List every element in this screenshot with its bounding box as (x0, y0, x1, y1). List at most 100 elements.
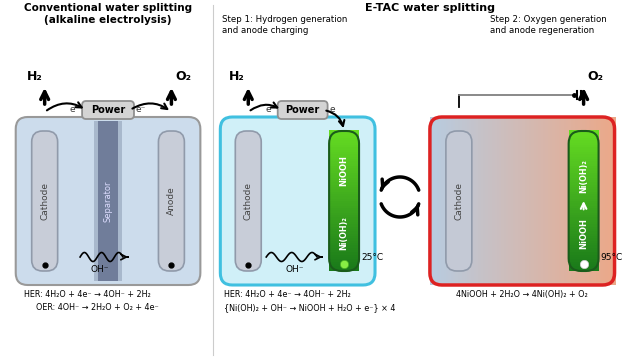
Bar (329, 163, 359, 166)
Bar (575, 117, 579, 285)
Bar (568, 188, 598, 192)
Text: e⁻: e⁻ (70, 104, 80, 113)
Bar (557, 117, 560, 285)
Bar (605, 117, 609, 285)
Bar (329, 130, 359, 133)
Bar (497, 117, 500, 285)
FancyBboxPatch shape (446, 131, 472, 271)
Bar (451, 117, 454, 285)
Bar (329, 249, 359, 252)
Bar (492, 117, 495, 285)
Bar (490, 117, 493, 285)
Bar (444, 117, 447, 285)
Bar (462, 117, 465, 285)
Bar (329, 191, 359, 194)
Bar (568, 240, 598, 243)
Bar (568, 186, 598, 189)
Bar (568, 249, 598, 252)
Text: e: e (330, 104, 335, 113)
FancyBboxPatch shape (278, 101, 328, 119)
Bar (568, 137, 598, 140)
Bar (329, 214, 359, 217)
Bar (495, 117, 498, 285)
Bar (511, 117, 514, 285)
Bar (568, 184, 598, 187)
Bar (589, 117, 593, 285)
Bar (568, 160, 598, 164)
Bar (329, 205, 359, 208)
Bar (329, 265, 359, 269)
Bar (538, 117, 541, 285)
Text: H₂: H₂ (27, 70, 42, 83)
Bar (568, 163, 598, 166)
Bar (559, 117, 563, 285)
Bar (568, 177, 598, 180)
Bar (329, 254, 359, 257)
Bar (329, 216, 359, 220)
Bar (610, 117, 613, 285)
Bar (455, 117, 459, 285)
Text: HER: 4H₂O + 4e⁻ → 4OH⁻ + 2H₂: HER: 4H₂O + 4e⁻ → 4OH⁻ + 2H₂ (224, 290, 351, 299)
Bar (568, 130, 598, 133)
Bar (568, 149, 598, 152)
Text: 95°C: 95°C (600, 253, 623, 262)
Bar (446, 117, 449, 285)
Bar (561, 117, 564, 285)
Bar (329, 186, 359, 189)
Bar (568, 146, 598, 150)
FancyBboxPatch shape (32, 131, 58, 271)
Text: {Ni(OH)₂ + OH⁻ → NiOOH + H₂O + e⁻} × 4: {Ni(OH)₂ + OH⁻ → NiOOH + H₂O + e⁻} × 4 (224, 303, 396, 312)
Bar (329, 237, 359, 241)
Bar (329, 223, 359, 227)
Bar (329, 137, 359, 140)
Bar (329, 207, 359, 210)
Bar (568, 212, 598, 215)
Bar (582, 117, 586, 285)
Bar (98, 121, 118, 281)
Bar (329, 230, 359, 234)
Bar (568, 200, 598, 203)
Bar (329, 195, 359, 199)
Bar (568, 251, 598, 255)
Bar (568, 226, 598, 229)
Text: Step 2: Oxygen generation
and anode regeneration: Step 2: Oxygen generation and anode rege… (490, 15, 607, 35)
Bar (329, 132, 359, 136)
Bar (329, 179, 359, 182)
Bar (329, 177, 359, 180)
Bar (504, 117, 507, 285)
FancyBboxPatch shape (82, 101, 134, 119)
Bar (568, 172, 598, 175)
Bar (568, 132, 598, 136)
Bar (329, 160, 359, 164)
Bar (568, 156, 598, 159)
Bar (329, 221, 359, 224)
Bar (568, 261, 598, 264)
Bar (329, 247, 359, 250)
Text: Step 1: Hydrogen generation
and anode charging: Step 1: Hydrogen generation and anode ch… (222, 15, 348, 35)
Bar (568, 214, 598, 217)
Bar (481, 117, 484, 285)
Bar (329, 158, 359, 161)
Bar (476, 117, 479, 285)
Bar (499, 117, 502, 285)
Bar (329, 193, 359, 196)
Bar (594, 117, 597, 285)
Bar (568, 209, 598, 213)
Bar (502, 117, 505, 285)
Bar (465, 117, 468, 285)
Bar (449, 117, 452, 285)
Bar (432, 117, 436, 285)
Bar (568, 170, 598, 173)
Bar (568, 254, 598, 257)
FancyBboxPatch shape (220, 117, 375, 285)
FancyBboxPatch shape (159, 131, 184, 271)
Bar (568, 167, 598, 171)
Bar (329, 263, 359, 266)
Bar (568, 263, 598, 266)
Bar (568, 205, 598, 208)
Bar (568, 144, 598, 147)
Bar (568, 151, 598, 154)
Bar (329, 188, 359, 192)
Bar (329, 135, 359, 138)
Bar (568, 265, 598, 269)
